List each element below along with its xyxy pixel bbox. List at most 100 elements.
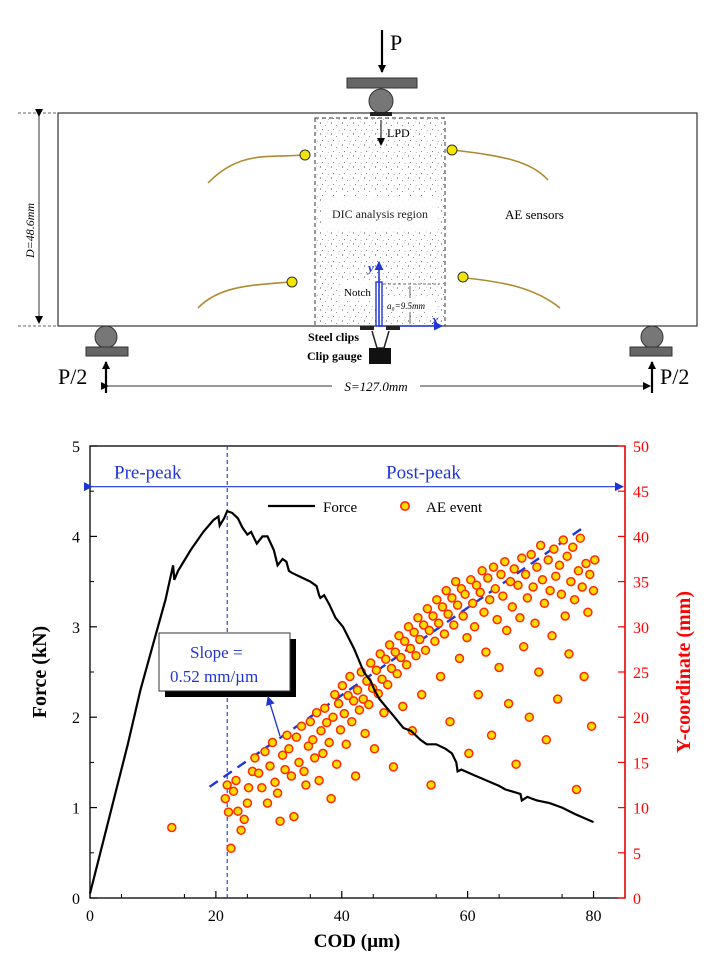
- ae-event-point: [352, 685, 363, 695]
- ae-event-point: [267, 737, 278, 748]
- ae-event-point: [222, 780, 232, 790]
- ae-event-point: [321, 717, 332, 728]
- ae-event-point: [479, 607, 489, 618]
- sensor-cable: [464, 277, 561, 309]
- ae-event-point: [365, 658, 376, 668]
- ae-event-point: [500, 556, 510, 567]
- ae-event-point: [439, 629, 450, 639]
- support-left-label: P/2: [58, 364, 87, 389]
- loading-roller: [368, 88, 394, 114]
- ae-event-point: [543, 555, 553, 565]
- annotation-line-2: 0.52 mm/µm: [170, 667, 258, 686]
- ae-event-point: [270, 777, 280, 788]
- y2-tick-label: 45: [633, 484, 649, 501]
- ae-event-point: [552, 694, 563, 704]
- pre-peak-label: Pre-peak: [114, 463, 182, 484]
- ae-event-point: [503, 698, 514, 709]
- ae-event-series: [167, 533, 600, 854]
- ae-event-point: [562, 551, 572, 562]
- ae-event-point: [452, 600, 463, 610]
- ae-event-point: [517, 553, 527, 563]
- ae-event-point: [507, 602, 518, 612]
- y2-tick-label: 5: [633, 846, 641, 863]
- ae-event-point: [284, 744, 294, 754]
- ae-event-point: [486, 730, 497, 741]
- ae-event-point: [511, 759, 521, 769]
- ae-event-point: [305, 716, 316, 727]
- ae-event-point: [454, 653, 465, 664]
- ae-event-point: [513, 580, 523, 590]
- ae-event-point: [539, 598, 550, 609]
- y2-tick-label: 50: [633, 439, 649, 456]
- ae-event-point: [475, 587, 485, 598]
- ae-event-point: [328, 712, 338, 722]
- ae-event-point: [481, 647, 491, 657]
- ae-event-point: [243, 782, 254, 793]
- ae-event-point: [275, 816, 285, 826]
- support-roller-right: [640, 325, 664, 349]
- ae-event-point: [289, 811, 299, 822]
- ae-event-point: [331, 759, 342, 769]
- ae-event-point: [430, 636, 440, 647]
- support-roller-left: [94, 325, 118, 349]
- y2-tick-label: 15: [633, 755, 649, 772]
- ae-sensors-label: AE sensors: [505, 207, 564, 222]
- ae-event-point: [554, 560, 565, 571]
- ae-event-point: [524, 712, 535, 722]
- ae-sensor-icon: [457, 271, 469, 283]
- x-tick-label: 40: [334, 908, 350, 925]
- ae-event-point: [571, 784, 582, 795]
- ae-event-point: [466, 575, 476, 585]
- ae-event-point: [394, 631, 404, 641]
- ae-event-point: [522, 593, 533, 603]
- ae-event-point: [496, 569, 506, 580]
- ae-event-point: [564, 649, 574, 659]
- ae-event-point: [549, 544, 559, 554]
- ae-event-point: [490, 584, 501, 594]
- ae-event-point: [282, 730, 292, 741]
- ae-event-point: [435, 671, 446, 682]
- ae-event-point: [488, 562, 499, 572]
- ae-event-point: [560, 611, 570, 621]
- y-tick-label: 2: [72, 710, 80, 727]
- ae-event-point: [443, 609, 453, 619]
- ae-event-point: [339, 708, 350, 719]
- ae-event-point: [505, 576, 516, 587]
- ae-event-point: [492, 614, 502, 625]
- ae-event-point: [296, 721, 307, 731]
- ae-event-point: [518, 641, 529, 652]
- annotation-line-1: Slope =: [190, 643, 243, 662]
- ae-event-point: [301, 780, 311, 790]
- ae-event-point: [498, 591, 508, 601]
- load-label: P: [390, 30, 402, 55]
- y2-tick-label: 35: [633, 575, 649, 592]
- ae-event-point: [473, 689, 484, 700]
- ae-event-point: [426, 780, 436, 790]
- ae-event-point: [320, 703, 330, 713]
- ae-event-point: [445, 716, 455, 727]
- ae-event-point: [390, 647, 401, 657]
- axis-y-label: y: [366, 260, 374, 275]
- x-tick-label: 80: [586, 908, 602, 925]
- ae-event-point: [294, 757, 304, 768]
- ae-event-point: [358, 694, 368, 704]
- ae-event-point: [515, 613, 525, 623]
- sensor-cable: [197, 281, 291, 309]
- x-tick-label: 0: [86, 908, 94, 925]
- legend-force-label: Force: [323, 500, 357, 516]
- y2-tick-label: 0: [633, 891, 641, 908]
- ae-event-point: [547, 631, 557, 641]
- dic-label: DIC analysis region: [332, 207, 428, 221]
- beam-diagram: DIC analysis region P LPD AE sensors Not…: [18, 30, 698, 394]
- ae-event-point: [428, 611, 438, 621]
- ae-event-point: [437, 602, 448, 612]
- ae-event-point: [377, 674, 387, 684]
- y-tick-label: 4: [72, 529, 80, 546]
- ae-event-point: [530, 618, 540, 628]
- ae-event-point: [420, 645, 431, 656]
- ae-event-point: [341, 739, 351, 750]
- ae-event-point: [575, 533, 586, 543]
- ae-event-point: [484, 594, 495, 605]
- legend: Force AE event: [268, 500, 483, 516]
